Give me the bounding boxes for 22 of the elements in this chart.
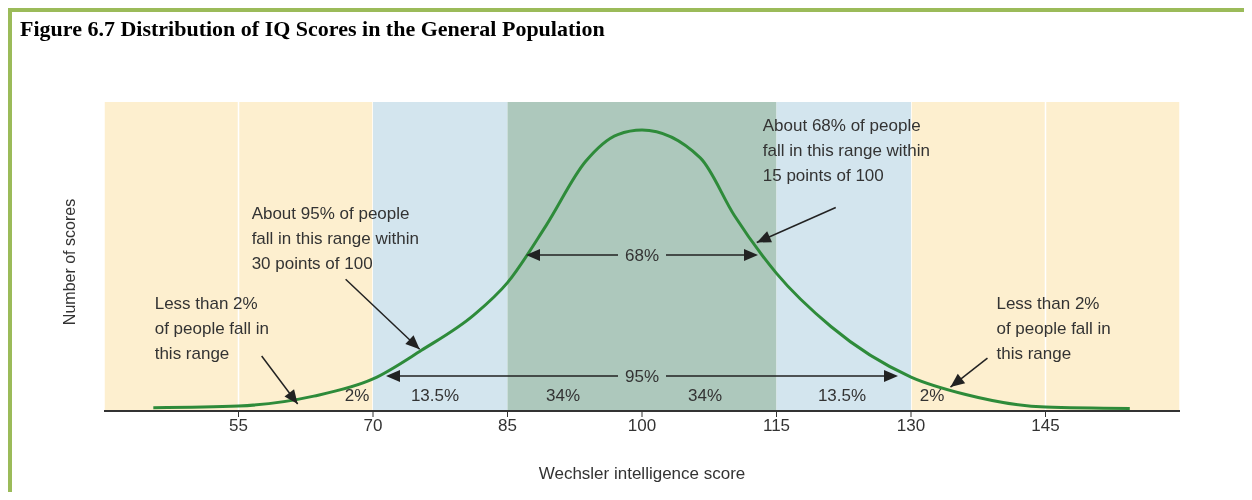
- annotation: 2%: [344, 385, 370, 405]
- x-axis-title: Wechsler intelligence score: [538, 464, 746, 483]
- annotation: 13.5%: [410, 385, 460, 405]
- y-axis-title: Number of scores: [61, 198, 79, 326]
- annotation: 13.5%: [817, 385, 867, 405]
- annotation: 34%: [687, 385, 723, 405]
- x-tick-label: 100: [627, 416, 657, 436]
- x-tick-label: 130: [896, 416, 926, 436]
- x-tick-label: 145: [1031, 416, 1060, 436]
- annotation: 2%: [919, 385, 945, 405]
- chart-title: Figure 6.7 Distribution of IQ Scores in the General Population: [20, 16, 605, 42]
- annotation: 34%: [545, 385, 581, 405]
- x-tick-label: 115: [762, 416, 791, 436]
- annotation: About 95% of people fall in this range within 30 points of 100: [251, 204, 419, 274]
- annotation: 95%: [624, 366, 660, 386]
- annotation: Less than 2% of people fall in this range: [996, 294, 1111, 364]
- x-tick-label: 55: [229, 416, 248, 436]
- x-tick-label: 85: [498, 416, 517, 436]
- x-tick-label: 70: [363, 416, 383, 436]
- annotation: About 68% of people fall in this range within 15 points of 100: [762, 116, 931, 186]
- annotation: 68%: [624, 245, 660, 265]
- annotation: Less than 2% of people fall in this range: [154, 293, 270, 363]
